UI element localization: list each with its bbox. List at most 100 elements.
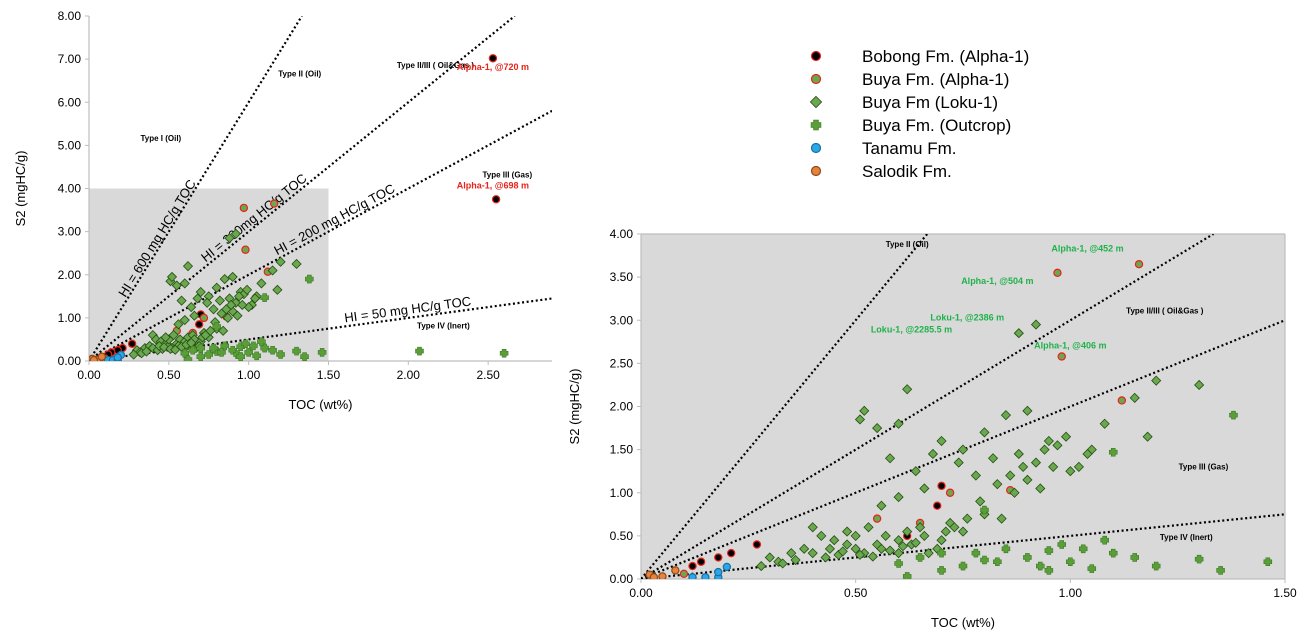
hi-line [641,319,1285,579]
y-tick-label: 6.00 [58,95,82,109]
x-tick-label: 1.50 [1273,586,1297,600]
x-tick-label: 1.00 [237,368,261,382]
data-point-buya_loku [790,554,801,566]
data-point-buya_loku [842,526,853,537]
data-point-buya_loku [1022,474,1033,485]
hi-line [89,16,516,361]
data-point-buya_loku [884,453,896,464]
annotation-label: Alpha-1, @698 m [457,181,529,191]
hi-lines [641,234,1285,579]
data-point-buya_loku [919,530,930,541]
legend-label: Buya Fm. (Alpha-1) [862,70,1009,89]
data-point-buya_outcrop [1263,557,1273,567]
data-point-buya_loku [953,457,964,468]
data-point-buya_loku [1022,405,1033,416]
data-point-buya_loku [786,548,797,559]
data-point-buya_loku [186,302,197,313]
data-point-buya_loku [949,522,960,533]
legend-marker-tanamu [810,142,822,154]
data-point-buya_loku [936,535,947,546]
data-point-tanamu [113,353,122,361]
data-point-buya_outcrop [980,505,989,515]
data-point-buya_loku [957,526,969,537]
data-point-buya_outcrop [1216,566,1225,575]
data-point-buya_loku [854,414,866,425]
data-point-buya_loku [234,291,245,302]
data-point-bobong [194,320,204,329]
data-point-bobong [688,561,697,571]
data-point-buya_loku [979,427,990,438]
data-point-buya_loku [128,349,139,360]
data-point-buya_loku [876,543,887,554]
data-point-buya_loku [893,491,904,503]
data-point-buya_loku [884,545,896,556]
data-point-buya_loku [219,273,230,285]
data-point-buya_loku [241,284,253,295]
x-tick-label: 0.00 [629,586,653,600]
data-point-buya_outcrop [1036,561,1045,571]
data-point-buya_outcrop [260,293,269,302]
data-point-buya_loku [168,330,179,341]
data-point-buya_loku [232,310,243,321]
data-point-buya_loku [872,422,883,434]
data-point-buya_loku [1073,461,1084,472]
data-point-buya_loku [1013,328,1024,339]
data-point-buya_loku [267,265,278,276]
legend: Bobong Fm. (Alpha-1) Buya Fm. (Alpha-1) Bu… [809,47,1029,181]
data-point-buya_loku [179,278,190,289]
y-tick-label: 3.00 [58,225,82,239]
x-tick-label: 0.50 [844,586,868,600]
data-point-buya_loku [249,293,261,304]
data-point-buya_outcrop [915,553,925,562]
data-point-buya_loku [166,271,178,282]
data-point-buya_outcrop [971,548,981,558]
data-point-buya_loku [850,530,861,541]
data-point-buya_outcrop [1044,566,1054,575]
data-point-buya_loku [1035,483,1046,494]
annotation-label: Alpha-1, @406 m [1034,341,1106,351]
data-point-buya_outcrop [260,343,269,353]
data-point-bobong [491,195,501,204]
data-point-buya_outcrop [980,555,989,565]
region-label: Type II (Oil) [278,69,321,78]
data-point-buya_outcrop [499,348,509,358]
data-point-bobong [752,540,762,549]
data-point-buya_outcrop [902,572,912,579]
data-point-buya_loku [970,470,981,481]
hi-lines [89,16,552,361]
data-point-buya_outcrop [1109,447,1118,457]
legend-label: Buya Fm (Loku-1) [862,93,998,112]
data-point-salodik [97,352,106,361]
data-point-buya_loku [854,549,866,560]
plot-background [641,234,1285,579]
data-point-buya_outcrop [241,339,250,349]
hi-line [89,109,552,361]
data-point-buya_loku [850,543,861,554]
data-point-buya_outcrop [1151,561,1161,571]
data-point-buya_loku [1030,319,1042,330]
data-point-buya_loku [957,444,969,455]
data-point-buya_outcrop [1130,553,1139,562]
data-point-buya_outcrop [305,274,314,284]
legend-label: Buya Fm. (Outcrop) [862,116,1011,135]
data-point-buya_outcrop [1057,540,1067,549]
y-tick-label: 4.00 [58,182,82,196]
data-point-buya_loku [842,539,853,550]
zoom-chart: 0.00 0.50 1.00 1.50 2.00 2.50 3.00 3.50 4.00 0.00… [567,227,1297,630]
data-point-tanamu [688,573,697,579]
data-point-buya_loku [987,453,999,464]
x-tick-label: 1.50 [317,368,341,382]
data-point-buya_loku [141,346,152,357]
data-point-buya_loku [1039,444,1050,455]
y-tick-label: 1.00 [610,486,634,500]
data-point-buya_outcrop [1229,410,1238,420]
data-point-salodik [649,573,659,579]
data-point-buya_alpha [199,313,209,323]
data-point-buya_loku [867,551,878,562]
data-points [89,54,509,361]
data-point-buya_loku [880,530,891,541]
hi-line [641,513,1285,579]
data-point-buya_outcrop [1078,544,1088,554]
data-point-buya_loku [820,552,831,563]
region-label: Type IV (Inert) [417,322,470,331]
